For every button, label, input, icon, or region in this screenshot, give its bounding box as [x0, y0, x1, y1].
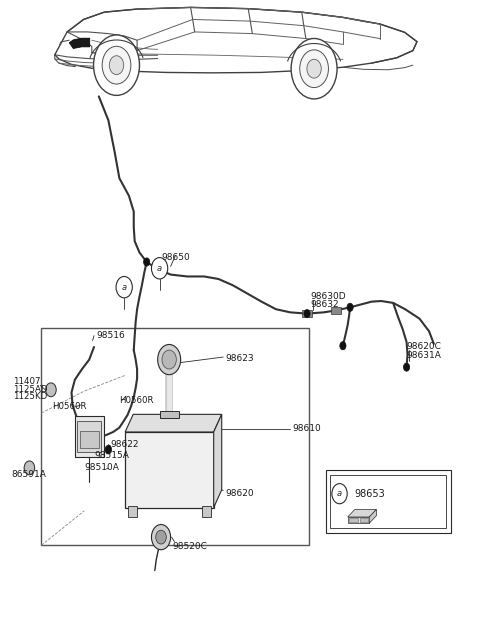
Circle shape: [332, 483, 347, 504]
Circle shape: [105, 445, 112, 454]
Text: 98520C: 98520C: [172, 542, 207, 551]
Circle shape: [300, 50, 328, 88]
Text: 98516: 98516: [96, 331, 125, 340]
Circle shape: [347, 304, 353, 312]
Text: 98610: 98610: [293, 424, 322, 433]
Text: 98515A: 98515A: [94, 451, 129, 460]
Polygon shape: [125, 415, 222, 432]
Circle shape: [404, 363, 409, 371]
Bar: [80, 432, 99, 448]
Text: 1125KD: 1125KD: [12, 392, 47, 401]
Polygon shape: [348, 517, 369, 523]
Text: H0560R: H0560R: [120, 396, 154, 405]
Bar: [159, 411, 179, 418]
Bar: [77, 422, 101, 452]
Polygon shape: [348, 509, 376, 517]
Bar: [349, 517, 358, 522]
Bar: [302, 310, 312, 317]
Circle shape: [24, 461, 35, 475]
Bar: [75, 416, 104, 457]
Text: 1125AD: 1125AD: [12, 385, 47, 394]
Bar: [41, 328, 310, 545]
Circle shape: [116, 276, 132, 298]
Text: 98622: 98622: [111, 440, 139, 449]
Polygon shape: [214, 415, 222, 507]
Text: a: a: [157, 264, 162, 273]
Bar: [202, 505, 211, 517]
Circle shape: [152, 257, 168, 279]
Circle shape: [304, 310, 310, 317]
Text: H0560R: H0560R: [52, 403, 87, 411]
Text: 98620C: 98620C: [407, 343, 442, 351]
Circle shape: [162, 350, 176, 369]
Text: 98631A: 98631A: [406, 351, 441, 360]
Text: 98630D: 98630D: [311, 292, 347, 301]
Circle shape: [94, 35, 140, 95]
Text: a: a: [337, 489, 342, 498]
Polygon shape: [69, 38, 90, 49]
Text: 98653: 98653: [354, 488, 384, 498]
Text: 98620: 98620: [226, 488, 254, 498]
Bar: [330, 475, 446, 528]
Text: 98632: 98632: [311, 300, 339, 309]
Circle shape: [109, 56, 124, 74]
Bar: [128, 505, 137, 517]
Circle shape: [102, 46, 131, 84]
Bar: [331, 307, 340, 314]
Bar: [125, 432, 214, 507]
Circle shape: [307, 59, 321, 78]
Polygon shape: [369, 509, 376, 523]
Text: 11407: 11407: [12, 377, 40, 386]
Text: 98623: 98623: [226, 354, 254, 363]
Circle shape: [157, 345, 180, 375]
Circle shape: [291, 38, 337, 99]
Circle shape: [152, 524, 170, 550]
Circle shape: [46, 383, 56, 397]
Circle shape: [156, 530, 166, 544]
Circle shape: [340, 341, 346, 350]
Text: a: a: [121, 283, 127, 292]
Bar: [360, 517, 368, 522]
Bar: [326, 469, 451, 533]
Text: 98510A: 98510A: [84, 463, 120, 473]
Text: 98650: 98650: [161, 253, 190, 262]
Text: 86591A: 86591A: [11, 469, 46, 479]
Circle shape: [144, 258, 150, 266]
